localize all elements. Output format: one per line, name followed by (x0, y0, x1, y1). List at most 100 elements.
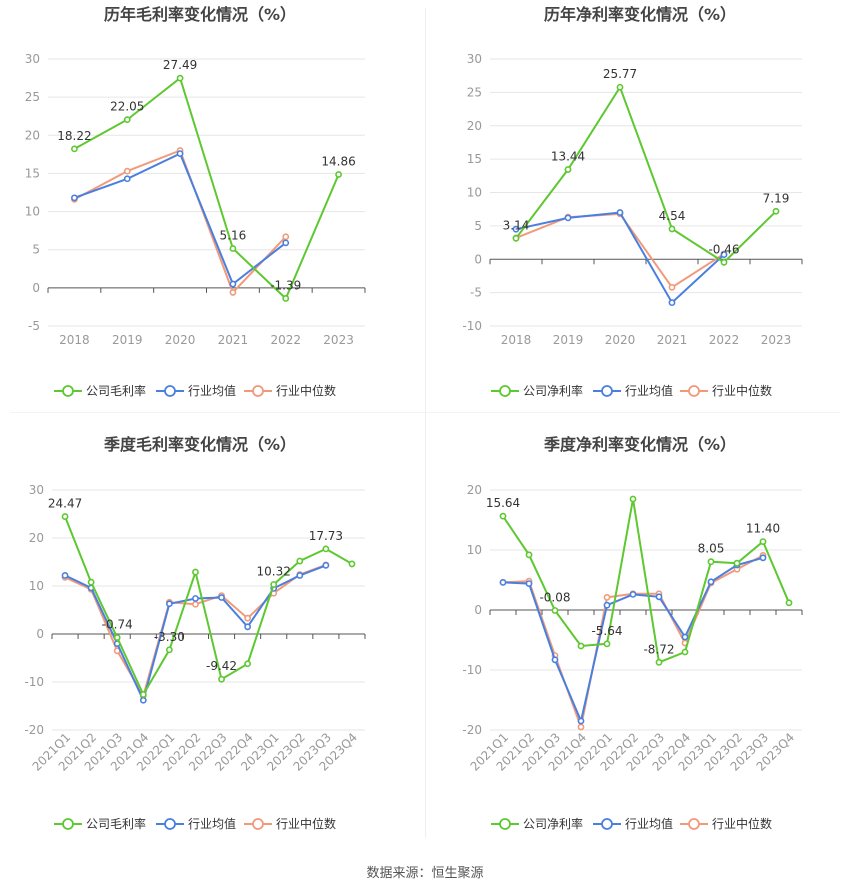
legend-label: 行业中位数 (276, 383, 336, 398)
chart-4: 季度净利率变化情况（%）-20-10010202021Q12021Q22021Q… (462, 435, 803, 831)
data-point (139, 691, 147, 698)
y-tick-label: 25 (25, 90, 40, 104)
chart-title: 历年毛利率变化情况（%） (104, 5, 296, 24)
data-point (218, 675, 225, 683)
x-tick-label: 2023 (761, 333, 792, 347)
vertical-divider (425, 8, 426, 838)
x-tick-label: 2021 (657, 333, 688, 347)
legend-label: 行业中位数 (712, 816, 772, 831)
series-line (515, 84, 777, 264)
y-tick-label: 10 (467, 543, 482, 557)
data-point (348, 560, 356, 568)
series-line (73, 149, 287, 295)
data-point (577, 717, 585, 725)
legend-marker (62, 385, 74, 397)
data-label: 13.44 (551, 150, 585, 164)
data-label: 15.64 (486, 496, 520, 510)
data-label: -5.64 (591, 624, 622, 638)
data-label: 10.32 (257, 564, 291, 578)
data-label: -0.46 (708, 242, 739, 256)
legend-marker (164, 385, 176, 397)
data-label: -0.08 (539, 590, 570, 604)
data-point (229, 280, 237, 288)
data-point (244, 623, 252, 631)
data-point (499, 579, 507, 586)
data-point (668, 299, 676, 307)
data-point (603, 594, 611, 601)
data-label: 7.19 (763, 191, 790, 205)
data-point (322, 561, 330, 569)
data-label: -8.72 (643, 642, 674, 656)
data-point (564, 166, 572, 173)
legend-marker (164, 818, 176, 830)
y-tick-label: -10 (462, 319, 482, 333)
y-tick-label: 20 (467, 483, 482, 497)
x-tick-label: 2019 (112, 333, 143, 347)
y-tick-label: 30 (25, 52, 40, 66)
data-point (577, 723, 585, 731)
legend-marker (499, 818, 511, 830)
data-point (499, 512, 507, 520)
data-point (616, 209, 624, 216)
y-tick-label: 0 (36, 627, 44, 641)
data-label: 11.40 (746, 522, 780, 536)
y-tick-label: 10 (29, 579, 44, 593)
y-tick-label: 15 (25, 166, 40, 180)
legend-marker (252, 385, 264, 397)
legend-marker (688, 818, 700, 830)
data-label: 5.16 (220, 228, 247, 242)
data-point (512, 225, 520, 233)
y-tick-label: 0 (474, 603, 482, 617)
data-point (218, 594, 225, 601)
y-tick-label: 20 (25, 128, 40, 142)
chart-title: 季度净利率变化情况（%） (543, 435, 736, 454)
y-tick-label: -5 (28, 319, 40, 333)
data-point (603, 601, 611, 609)
data-point (668, 283, 676, 291)
data-label: 3.14 (503, 218, 530, 232)
data-point (282, 239, 290, 247)
y-tick-label: 5 (32, 243, 40, 257)
y-tick-label: -10 (24, 675, 44, 689)
legend-marker (499, 385, 511, 397)
legend-label: 公司净利率 (523, 816, 583, 831)
x-tick-label: 2018 (501, 333, 532, 347)
legend-label: 行业中位数 (712, 383, 772, 398)
legend-label: 行业中位数 (276, 816, 336, 831)
data-point (772, 207, 780, 215)
data-point (720, 251, 728, 258)
data-point (603, 640, 611, 648)
data-point (192, 568, 199, 576)
y-tick-label: -20 (462, 723, 482, 737)
data-label: 25.77 (603, 67, 637, 81)
legend-label: 公司毛利率 (86, 383, 146, 398)
legend-marker (252, 818, 264, 830)
data-point (759, 538, 767, 545)
y-tick-label: 0 (474, 252, 482, 266)
data-point (229, 245, 237, 252)
data-point (655, 593, 663, 601)
series-line (73, 76, 340, 301)
series-line (64, 516, 353, 697)
data-label: -3.30 (154, 630, 185, 644)
data-point (629, 591, 637, 598)
data-point (71, 194, 78, 202)
data-point (335, 171, 342, 178)
y-tick-label: 25 (467, 85, 482, 99)
y-tick-label: 10 (467, 186, 482, 200)
data-point (629, 495, 637, 503)
data-label: 24.47 (48, 497, 82, 511)
series-line (515, 212, 725, 289)
data-label: 18.22 (57, 129, 91, 143)
data-point (296, 572, 304, 579)
data-point (681, 648, 689, 656)
y-tick-label: -20 (24, 723, 44, 737)
x-tick-label: 2019 (553, 333, 584, 347)
data-point (87, 578, 95, 586)
y-tick-label: 0 (32, 281, 40, 295)
data-label: -9.42 (206, 659, 237, 673)
data-point (165, 646, 173, 654)
y-tick-label: 20 (467, 119, 482, 133)
data-point (270, 581, 278, 588)
